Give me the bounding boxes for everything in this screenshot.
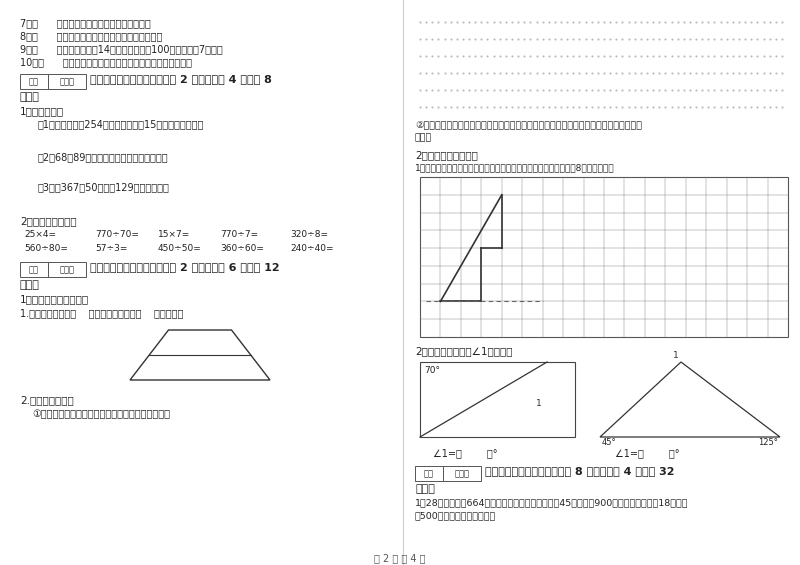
Text: 六、应用知识，解决问题（共 8 小题，每题 4 分，共 32: 六、应用知识，解决问题（共 8 小题，每题 4 分，共 32 [485, 466, 674, 476]
Bar [415, 466, 443, 481]
Text: （1）已知甲数是254，乙数是甲数的15倍，乙数是多少？: （1）已知甲数是254，乙数是甲数的15倍，乙数是多少？ [38, 119, 204, 129]
Bar [48, 262, 86, 277]
Text: 1.一数下图中，有（    ）个平行四边形，（    ）个梯形。: 1.一数下图中，有（ ）个平行四边形，（ ）个梯形。 [20, 308, 183, 318]
Text: 五、认真思考，综合能力（共 2 小题，每题 6 分，共 12: 五、认真思考，综合能力（共 2 小题，每题 6 分，共 12 [90, 262, 280, 272]
Text: 1、28名老师带着664名同学去春游，每辆大车可坐45人，租金900元，每辆小车可坐18人，租: 1、28名老师带着664名同学去春游，每辆大车可坐45人，租金900元，每辆小车… [415, 498, 689, 507]
Text: 第 2 页 共 4 页: 第 2 页 共 4 页 [374, 553, 426, 563]
Text: 2、直接写出得数。: 2、直接写出得数。 [20, 216, 77, 226]
Text: 560÷80=: 560÷80= [24, 244, 68, 253]
Bar [443, 466, 481, 481]
Bar [420, 177, 788, 337]
Bar [420, 362, 575, 437]
Text: 770÷7=: 770÷7= [220, 230, 258, 239]
Text: ②给锐角三角形画对称轴，在梯形里画一条线段，把它分割成：一个三角型和一个平行四: ②给锐角三角形画对称轴，在梯形里画一条线段，把它分割成：一个三角型和一个平行四 [415, 120, 642, 129]
Text: （3）比367的50倍，多129的数是多少？: （3）比367的50倍，多129的数是多少？ [38, 182, 170, 192]
Text: ∠1=（        ）°: ∠1=（ ）° [433, 448, 498, 458]
Text: 四、看清题目，细心计算（共 2 小题，每题 4 分，共 8: 四、看清题目，细心计算（共 2 小题，每题 4 分，共 8 [90, 74, 272, 84]
Text: 7．（      ）一个三角形至少有两个角是锐角。: 7．（ ）一个三角形至少有两个角是锐角。 [20, 18, 150, 28]
Text: 1: 1 [673, 351, 678, 360]
Text: 金500元，怎样租车最省钱？: 金500元，怎样租车最省钱？ [415, 511, 496, 520]
Text: 57÷3=: 57÷3= [95, 244, 127, 253]
Text: 得分: 得分 [29, 265, 39, 274]
Text: 分）。: 分）。 [415, 484, 435, 494]
Text: 125°: 125° [758, 438, 778, 447]
Bar [20, 74, 48, 89]
Text: 1、列式计算。: 1、列式计算。 [20, 106, 64, 116]
Text: 9．（      ）一个桶可以盛14升油，现在要装100升油，需要7个桶。: 9．（ ）一个桶可以盛14升油，现在要装100升油，需要7个桶。 [20, 44, 222, 54]
Text: 360÷60=: 360÷60= [220, 244, 264, 253]
Text: 450÷50=: 450÷50= [158, 244, 202, 253]
Text: 25×4=: 25×4= [24, 230, 56, 239]
Bar [20, 262, 48, 277]
Text: 320÷8=: 320÷8= [290, 230, 328, 239]
Text: 得分: 得分 [29, 77, 39, 86]
Text: 45°: 45° [602, 438, 617, 447]
Text: 分）。: 分）。 [20, 280, 40, 290]
Text: ∠1=（        ）°: ∠1=（ ）° [615, 448, 679, 458]
Text: 评卷人: 评卷人 [59, 265, 74, 274]
Text: 得分: 得分 [424, 469, 434, 478]
Bar [48, 74, 86, 89]
Text: 10．（      ）两条直线相交成直角时，这两条直线互相垂直。: 10．（ ）两条直线相交成直角时，这两条直线互相垂直。 [20, 57, 192, 67]
Text: （2）68与89的和乘以他们的差，积是多少？: （2）68与89的和乘以他们的差，积是多少？ [38, 152, 169, 162]
Text: 15×7=: 15×7= [158, 230, 190, 239]
Text: 评卷人: 评卷人 [454, 469, 470, 478]
Text: 2.按要求画一画。: 2.按要求画一画。 [20, 395, 74, 405]
Text: 2、看图写出各图中∠1的度数。: 2、看图写出各图中∠1的度数。 [415, 346, 513, 356]
Text: ①在点子图上画出一个等腰锐角三角形和一个梯形。: ①在点子图上画出一个等腰锐角三角形和一个梯形。 [32, 409, 170, 419]
Text: 8．（      ）一个数的因数一定小于这个数的倍数。: 8．（ ）一个数的因数一定小于这个数的倍数。 [20, 31, 162, 41]
Text: 70°: 70° [424, 366, 440, 375]
Text: 分）。: 分）。 [20, 92, 40, 102]
Text: 770÷70=: 770÷70= [95, 230, 139, 239]
Text: 边形。: 边形。 [415, 133, 432, 142]
Text: 1: 1 [536, 399, 542, 408]
Text: 评卷人: 评卷人 [59, 77, 74, 86]
Text: 2、画一画，算一算。: 2、画一画，算一算。 [415, 150, 478, 160]
Text: 240÷40=: 240÷40= [290, 244, 334, 253]
Text: 1、动脑动手，我擅长！: 1、动脑动手，我擅长！ [20, 294, 89, 304]
Text: 1、画出这个轴对称图形的另一半，再画出这个轴对称图形向右平移8格后的图形。: 1、画出这个轴对称图形的另一半，再画出这个轴对称图形向右平移8格后的图形。 [415, 163, 614, 172]
